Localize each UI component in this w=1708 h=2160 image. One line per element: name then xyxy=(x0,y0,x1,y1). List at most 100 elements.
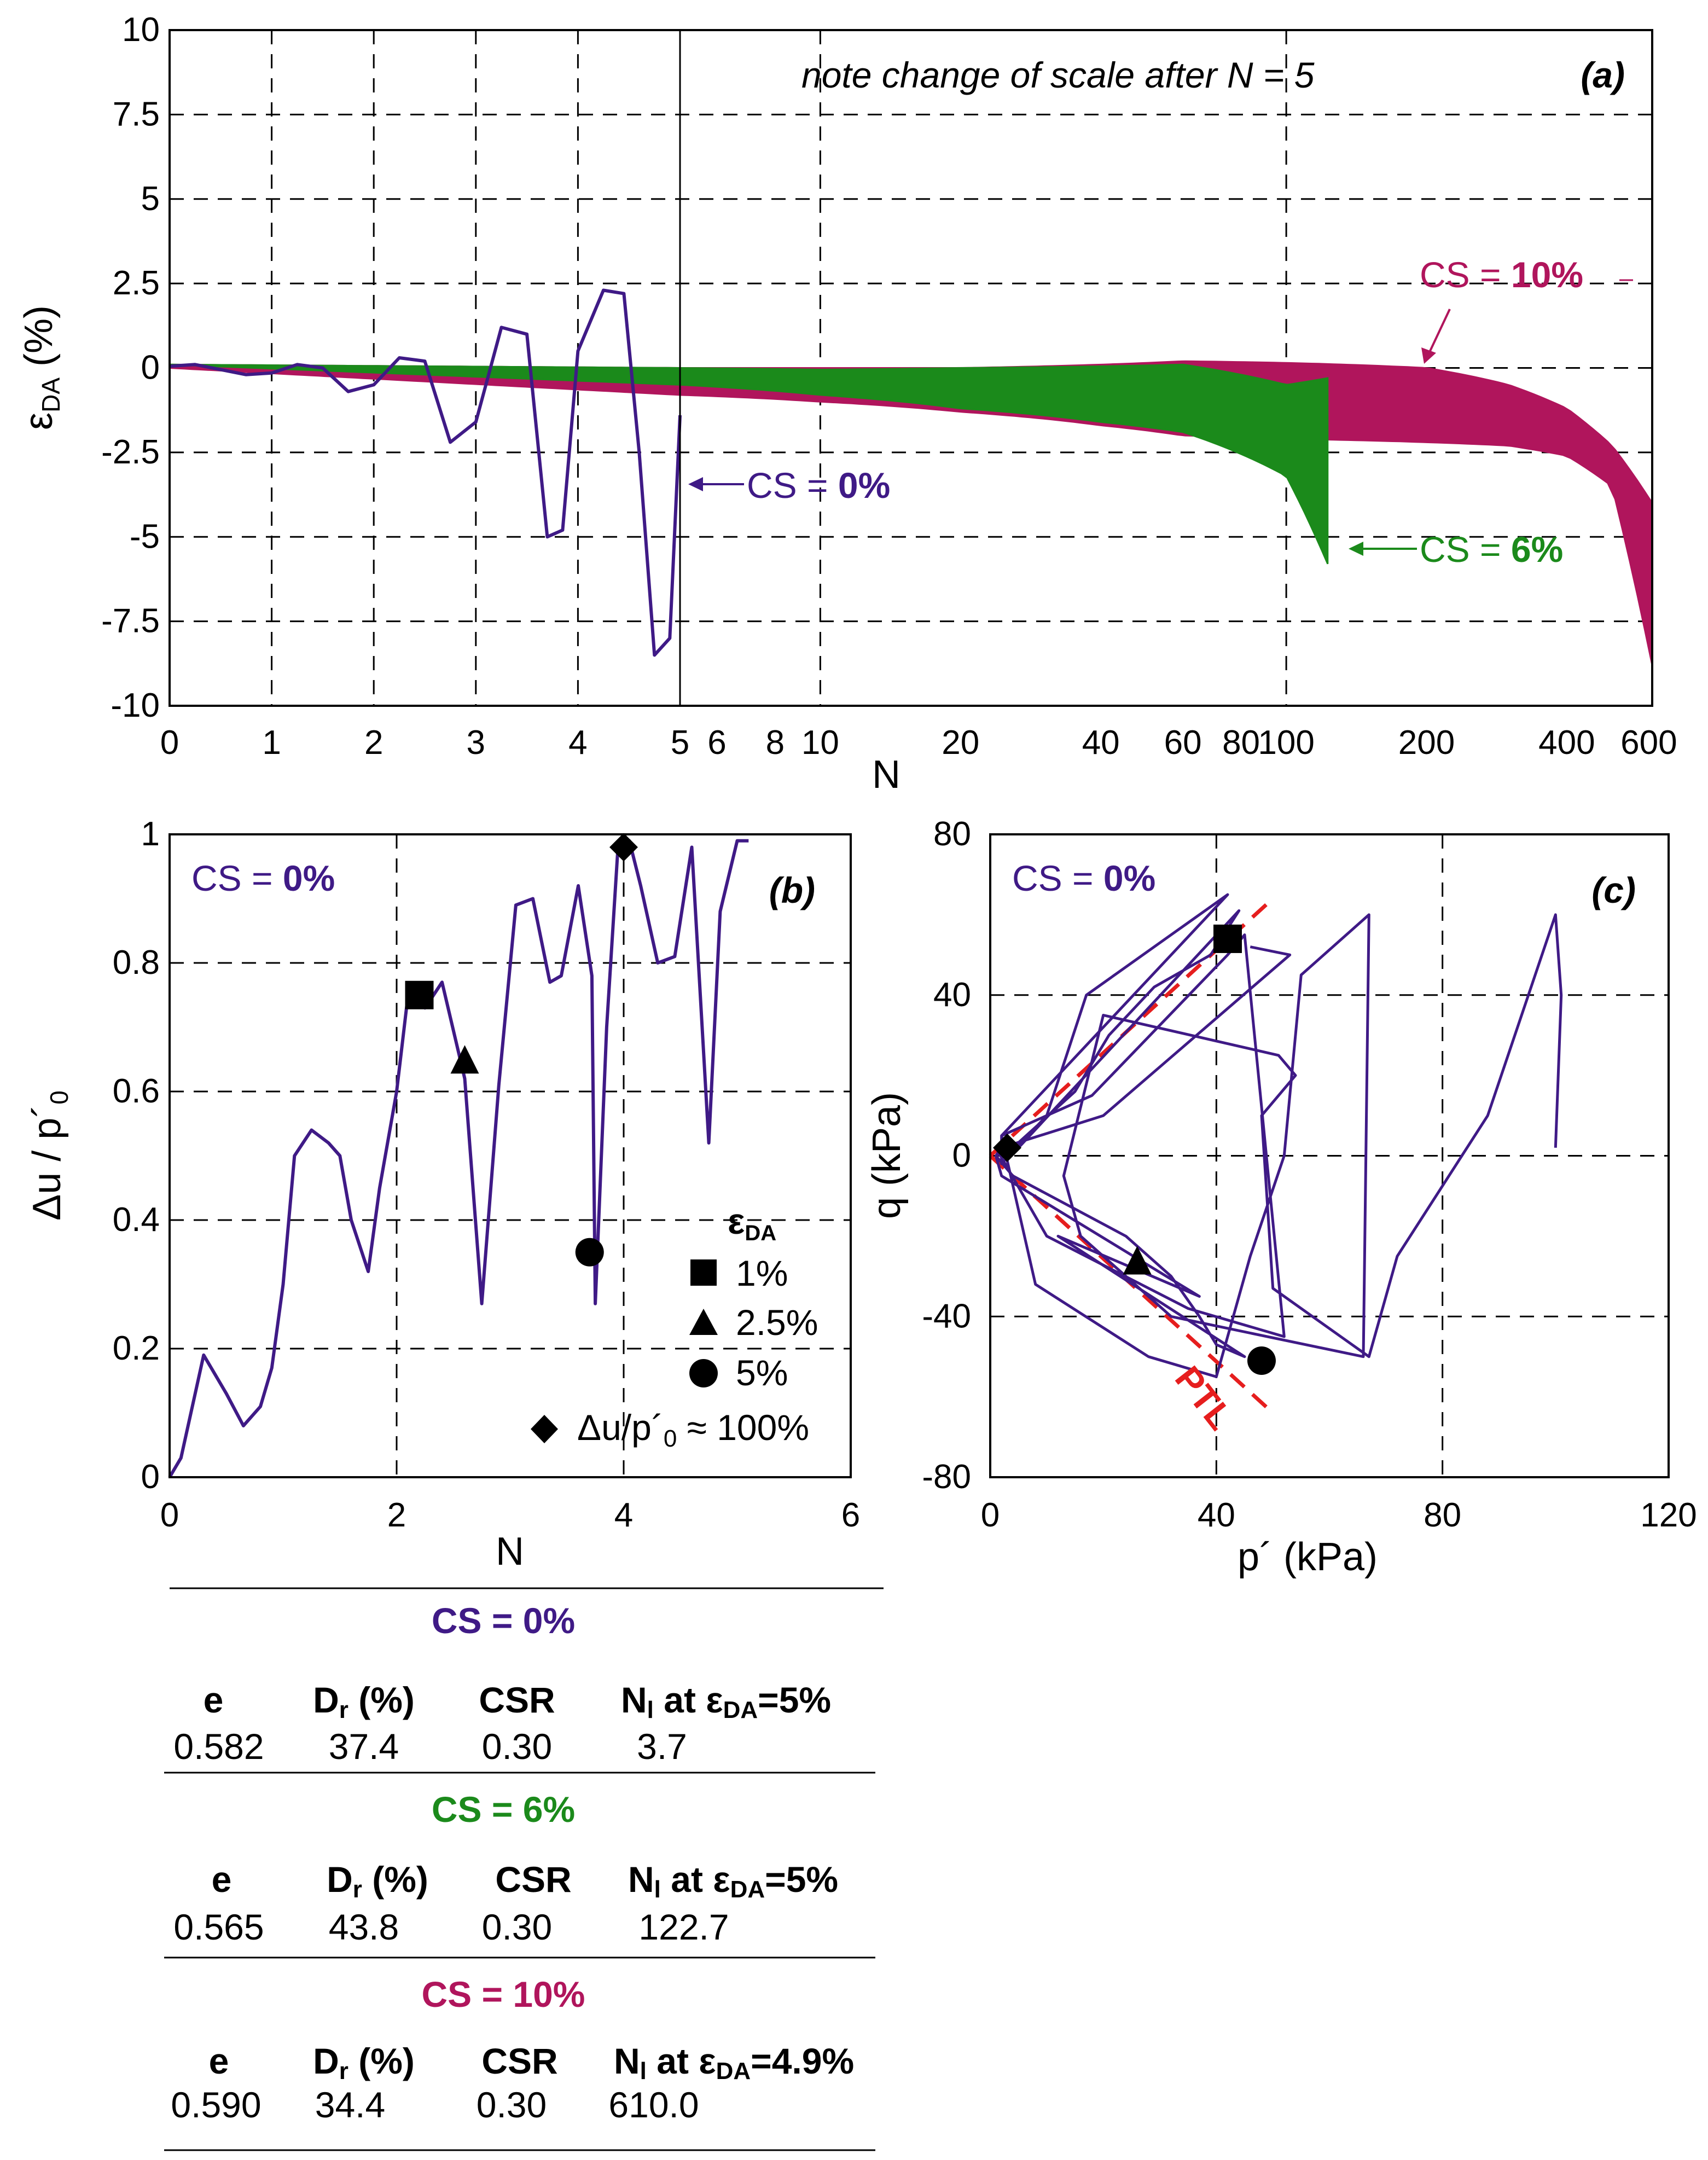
panel-a-y-tick-label: 7.5 xyxy=(113,95,160,133)
panel-a-y-axis-label: εDA (%) xyxy=(17,305,65,430)
panel-c-frame xyxy=(989,833,1670,1478)
panel-b-x-tick-label: 6 xyxy=(841,1496,860,1534)
table-cs6-title: CS = 6% xyxy=(432,1789,575,1830)
annotation-cs6: CS = 6% xyxy=(1349,529,1563,570)
panel-a-x-tick-label: 60 xyxy=(1164,724,1202,762)
panel-b-y-tick-label: 0 xyxy=(141,1458,160,1496)
series-cs6-band xyxy=(169,363,1329,565)
panel-b-y-tick-label: 1 xyxy=(141,815,160,853)
table-cs0-header-nl: Nl at εDA=5% xyxy=(621,1680,831,1723)
panel-a-x-tick-label: 20 xyxy=(942,724,979,762)
panel-c-x-tick-label: 40 xyxy=(1198,1496,1235,1534)
series-cs10-band xyxy=(169,360,1653,666)
table-cs0-value-nl: 3.7 xyxy=(637,1726,687,1767)
legend-triangle-marker xyxy=(689,1309,718,1335)
panel-a-y-tick-label: -2.5 xyxy=(101,433,160,471)
panel-b-marker-circle xyxy=(575,1238,604,1267)
table-cs0-header-csr: CSR xyxy=(479,1680,555,1720)
panel-a-x-tick-label: 80 xyxy=(1222,724,1260,762)
panel-c-x-ticks: 0 40 80 120 xyxy=(981,1496,1697,1534)
panel-c-marker-triangle xyxy=(1123,1246,1152,1275)
panel-a-y-axis-label-sub: DA xyxy=(37,378,65,413)
panel-c-y-tick-label: -40 xyxy=(922,1297,971,1335)
table-cs6-value-csr: 0.30 xyxy=(482,1907,552,1947)
panel-a-y-axis-label-unit: (%) xyxy=(17,305,61,378)
panel-a-x-axis-label: N xyxy=(872,753,901,797)
annotation-cs0-text: CS = 0% xyxy=(747,465,890,506)
panel-c-y-tick-label: 40 xyxy=(933,976,971,1014)
panel-c-x-axis-label: p´ (kPa) xyxy=(1238,1535,1378,1579)
panel-b-label: (b) xyxy=(769,870,815,910)
panel-b-legend: εDA 1% 2.5% 5% Δu/p´0 ≈ 100% xyxy=(531,1201,818,1452)
panel-c-x-tick-label: 0 xyxy=(981,1496,1000,1534)
legend-circle-label: 5% xyxy=(736,1352,788,1393)
table-cs10-title: CS = 10% xyxy=(421,1974,585,2014)
table-cs0: CS = 0% e Dr (%) CSR Nl at εDA=5% 0.582 … xyxy=(173,1600,831,1767)
panel-a-x-tick-label: 5 xyxy=(671,724,689,762)
panel-a-note: note change of scale after N = 5 xyxy=(801,55,1315,95)
panel-a: 107.552.50-2.5-5-7.5-10 0 1 2 3 4 5 6 8 10 20 40 60… xyxy=(17,11,1677,797)
legend-circle-marker xyxy=(689,1359,718,1387)
table-cs6-value-e: 0.565 xyxy=(173,1907,264,1947)
panel-c-y-axis-label: q (kPa) xyxy=(865,1092,909,1219)
panel-b-marker-triangle xyxy=(450,1045,479,1074)
panel-a-x-tick-label: 10 xyxy=(801,724,839,762)
table-cs10-value-e: 0.590 xyxy=(171,2084,261,2125)
table-cs0-title: CS = 0% xyxy=(432,1600,575,1641)
panel-a-y-axis-label-main: ε xyxy=(17,413,61,430)
table-cs6-header-dr: Dr (%) xyxy=(327,1859,428,1903)
panel-a-x-tick-label: 400 xyxy=(1538,724,1595,762)
annotation-cs10-arrow xyxy=(1427,309,1451,356)
panel-c-y-tick-label: 80 xyxy=(933,815,971,853)
table-cs6-header-e: e xyxy=(212,1859,232,1900)
legend-square-label: 1% xyxy=(736,1253,788,1293)
panel-c-series-line xyxy=(994,893,1563,1378)
table-cs10-value-nl: 610.0 xyxy=(608,2084,699,2125)
panel-a-x-tick-label: 200 xyxy=(1398,724,1455,762)
panel-b-y-axis-label: Δu / p´0 xyxy=(25,1090,73,1221)
panel-c-marker-circle xyxy=(1247,1346,1276,1375)
panel-c-y-tick-label: -80 xyxy=(922,1458,971,1496)
table-cs0-header-dr: Dr (%) xyxy=(313,1680,415,1723)
table-cs6-value-dr: 43.8 xyxy=(329,1907,399,1947)
panel-b-x-tick-label: 2 xyxy=(387,1496,406,1534)
panel-c-label: (c) xyxy=(1591,870,1636,910)
panel-b-x-tick-label: 0 xyxy=(160,1496,179,1534)
panel-b-series-line xyxy=(168,839,749,1478)
table-cs0-value-csr: 0.30 xyxy=(482,1726,552,1767)
panel-c-x-tick-label: 120 xyxy=(1640,1496,1697,1534)
panel-b-markers xyxy=(405,833,638,1267)
panel-c-y-ticks: 80 40 0 -40 -80 xyxy=(922,815,971,1496)
panel-b-series xyxy=(168,839,749,1478)
table-cs0-value-dr: 37.4 xyxy=(329,1726,399,1767)
panel-a-x-tick-label: 0 xyxy=(160,724,179,762)
table-cs10-value-csr: 0.30 xyxy=(477,2084,547,2125)
table-cs10-value-dr: 34.4 xyxy=(315,2084,385,2125)
panel-c-y-tick-label: 0 xyxy=(952,1137,971,1175)
legend-square-marker xyxy=(690,1259,717,1286)
panel-b-y-axis-label-sub: 0 xyxy=(45,1090,73,1105)
panel-c-marker-diamond xyxy=(993,1133,1021,1162)
panel-a-x-tick-label: 3 xyxy=(467,724,485,762)
panel-c-grid xyxy=(990,834,1669,1477)
table-cs10-header-e: e xyxy=(209,2041,229,2081)
panel-a-series xyxy=(169,288,1653,666)
annotation-cs0: CS = 0% xyxy=(688,465,890,506)
panel-b-x-ticks: 0 2 4 6 xyxy=(160,1496,860,1534)
panel-c-ptl-label: PTL xyxy=(1167,1358,1241,1437)
panel-a-y-tick-label: -5 xyxy=(130,518,160,555)
table-cs6: CS = 6% e Dr (%) CSR Nl at εDA=5% 0.565 … xyxy=(173,1789,838,1947)
panel-a-x-tick-label: 1 xyxy=(262,724,281,762)
table-cs6-value-nl: 122.7 xyxy=(638,1907,729,1947)
annotation-cs10-text: CS = 10% xyxy=(1420,254,1583,295)
panel-c-x-tick-label: 80 xyxy=(1424,1496,1461,1534)
annotation-cs10: CS = 10% xyxy=(1420,254,1633,364)
panel-b-x-tick-label: 4 xyxy=(614,1496,633,1534)
table-cs10-header-csr: CSR xyxy=(481,2041,557,2081)
panel-a-x-tick-label: 8 xyxy=(766,724,785,762)
panel-a-x-tick-label: 6 xyxy=(707,724,726,762)
summary-tables: CS = 0% e Dr (%) CSR Nl at εDA=5% 0.582 … xyxy=(164,1587,884,2151)
panel-a-y-ticks: 10 7.5 5 2.5 0 -2.5 -5 -7.5 -10 xyxy=(101,11,160,724)
